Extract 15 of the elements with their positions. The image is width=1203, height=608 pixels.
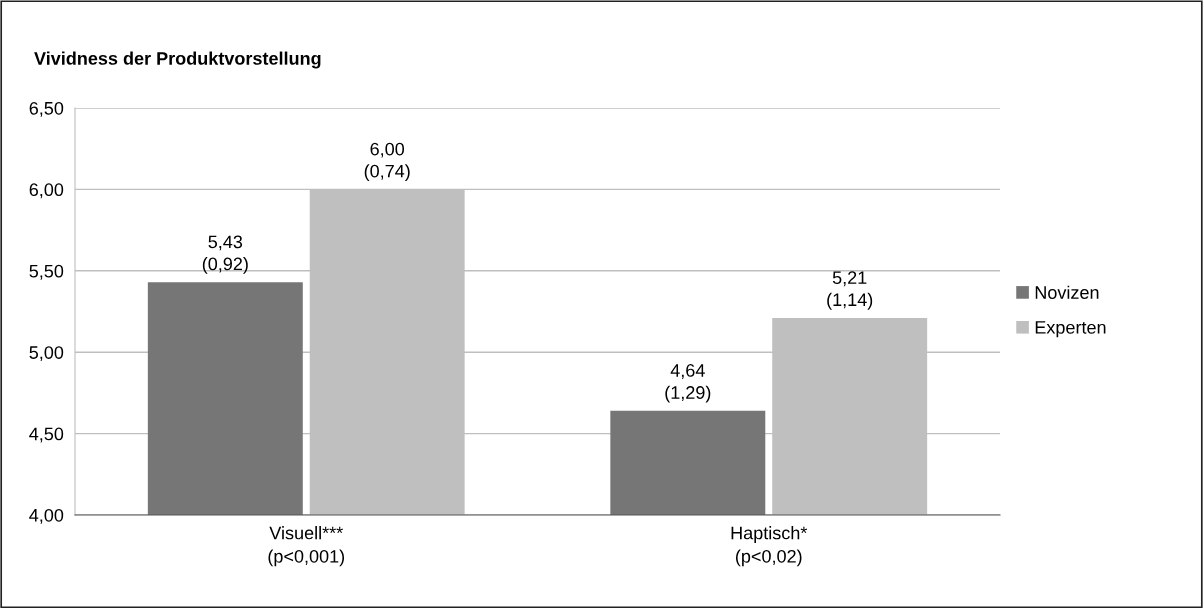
y-tick-label: 4,00 (29, 508, 64, 524)
x-tick-label: Visuell*** (p<0,001) (268, 526, 345, 567)
data-label: 5,43 (0,92) (202, 235, 248, 274)
chart-title: Vividness der Produktvorstellung (34, 51, 321, 69)
data-label: 4,64 (1,29) (665, 364, 711, 403)
y-tick-label: 5,50 (29, 264, 64, 280)
legend-label: Experten (1035, 321, 1106, 338)
legend-label: Novizen (1035, 285, 1099, 299)
data-label: 5,21 (1,14) (827, 271, 873, 310)
y-tick-label: 5,00 (29, 346, 64, 362)
x-tick-label: Haptisch* (p<0,02) (731, 526, 808, 567)
y-tick-label: 6,50 (29, 101, 64, 117)
data-label: 6,00 (0,74) (364, 142, 410, 182)
y-tick-label: 4,50 (29, 427, 64, 443)
y-tick-label: 6,00 (29, 183, 64, 199)
